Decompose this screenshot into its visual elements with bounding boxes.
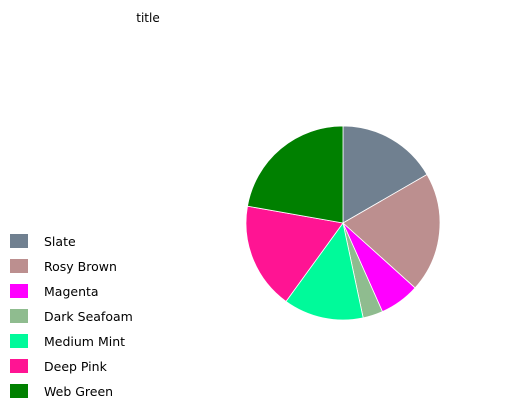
legend-label-deep-pink: Deep Pink	[44, 359, 108, 374]
legend-label-medium-mint: Medium Mint	[44, 334, 125, 349]
pie-slice-web-green	[247, 125, 344, 224]
chart-title: title	[136, 11, 159, 25]
legend-swatch-magenta	[10, 284, 28, 298]
legend-label-magenta: Magenta	[44, 284, 99, 299]
legend-label-slate: Slate	[44, 234, 76, 249]
legend: Slate Rosy Brown Magenta Dark Seafoam Medium…	[10, 234, 133, 399]
legend-swatch-web-green	[10, 384, 28, 398]
pie-slice-rosy-brown	[342, 173, 441, 289]
legend-swatch-rosy-brown	[10, 259, 28, 273]
legend-swatch-dark-seafoam	[10, 309, 28, 323]
pie-slice-medium-mint	[285, 222, 364, 321]
legend-label-web-green: Web Green	[44, 384, 113, 399]
pie-slices	[245, 125, 441, 321]
pie-slice-deep-pink	[245, 205, 344, 303]
pie-slice-slate	[342, 125, 428, 224]
legend-swatch-slate	[10, 234, 28, 248]
legend-label-dark-seafoam: Dark Seafoam	[44, 309, 133, 324]
legend-swatch-deep-pink	[10, 359, 28, 373]
legend-label-rosy-brown: Rosy Brown	[44, 259, 117, 274]
legend-swatch-medium-mint	[10, 334, 28, 348]
